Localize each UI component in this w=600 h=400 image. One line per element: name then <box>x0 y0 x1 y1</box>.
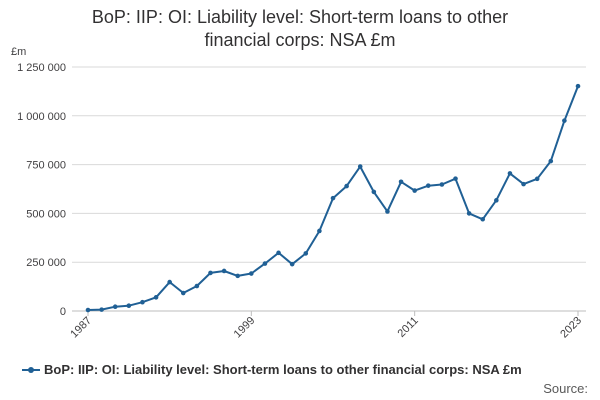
y-tick-label: 1 000 000 <box>17 111 66 123</box>
data-point <box>290 262 295 267</box>
data-point <box>548 159 553 164</box>
y-tick-label: 0 <box>60 306 66 318</box>
data-point <box>276 251 281 256</box>
data-point <box>86 308 91 313</box>
y-tick-label: 1 250 000 <box>17 62 66 74</box>
y-tick-label: 250 000 <box>26 257 66 269</box>
data-point <box>99 307 104 312</box>
data-point <box>494 198 499 203</box>
legend-series-label: BoP: IIP: OI: Liability level: Short-ter… <box>44 362 522 377</box>
x-tick-label: 1987 <box>68 315 94 341</box>
data-point <box>154 295 159 300</box>
data-point <box>440 182 445 187</box>
data-point <box>535 177 540 182</box>
data-point <box>453 176 458 181</box>
data-point <box>208 271 213 276</box>
data-point <box>235 274 240 279</box>
data-point <box>195 284 200 289</box>
data-point <box>127 303 132 308</box>
data-point <box>480 217 485 222</box>
data-point <box>521 182 526 187</box>
data-point <box>222 269 227 274</box>
data-point <box>562 118 567 123</box>
x-tick-label: 2023 <box>558 315 584 341</box>
data-point <box>140 300 145 305</box>
data-point <box>317 229 322 234</box>
source-label: Source: <box>543 381 588 396</box>
data-point <box>372 190 377 195</box>
data-point <box>358 164 363 169</box>
data-point <box>249 271 254 276</box>
y-tick-label: 750 000 <box>26 160 66 172</box>
x-tick-label: 2011 <box>396 315 421 340</box>
data-point <box>412 188 417 193</box>
legend-series-marker <box>22 365 40 375</box>
data-point <box>167 280 172 285</box>
x-tick-label: 1999 <box>232 315 258 341</box>
data-point <box>303 251 308 256</box>
data-point <box>263 261 268 266</box>
data-point <box>399 179 404 184</box>
data-point <box>426 183 431 188</box>
data-point <box>508 171 513 176</box>
data-point <box>181 291 186 296</box>
data-point <box>576 84 581 89</box>
data-point <box>344 184 349 189</box>
data-point <box>331 196 336 201</box>
y-axis-label: £m <box>11 46 26 58</box>
legend: BoP: IIP: OI: Liability level: Short-ter… <box>22 362 522 377</box>
data-point <box>385 209 390 214</box>
y-tick-label: 500 000 <box>26 208 66 220</box>
data-point <box>113 304 118 309</box>
data-point <box>467 211 472 216</box>
